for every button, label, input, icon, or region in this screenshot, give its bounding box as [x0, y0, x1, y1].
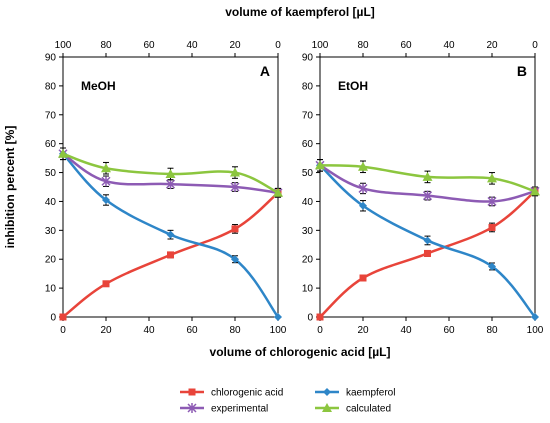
- data-point-experimental: [358, 183, 368, 194]
- data-point-experimental: [230, 182, 240, 192]
- data-point-calculated: [530, 186, 540, 196]
- data-point-kaempferol: [166, 230, 175, 239]
- top-tick-label: 40: [443, 40, 455, 51]
- data-point-experimental: [487, 196, 497, 207]
- x-tick-label: 40: [400, 325, 412, 336]
- plot-frame-A: [62, 56, 279, 318]
- y-tick-label: 0: [307, 313, 313, 324]
- top-axis-title: volume of kaempferol [µL]: [225, 5, 375, 19]
- y-tick-label: 50: [302, 168, 314, 179]
- legend-marker-experimental: [187, 403, 197, 413]
- y-tick-label: 10: [302, 284, 314, 295]
- y-tick-label: 60: [45, 139, 57, 150]
- top-tick-label: 60: [400, 40, 412, 51]
- data-point-kaempferol: [531, 313, 539, 321]
- data-point-chlorogenic-acid: [488, 223, 496, 231]
- data-point-calculated: [315, 160, 325, 170]
- y-tick-label: 40: [302, 197, 314, 208]
- y-tick-label: 40: [45, 197, 57, 208]
- legend-label-chlorogenic-acid: chlorogenic acid: [211, 388, 283, 399]
- y-tick-label: 80: [302, 81, 314, 92]
- x-tick-label: 100: [527, 325, 544, 336]
- x-tick-label: 0: [60, 325, 66, 336]
- y-tick-label: 0: [50, 313, 56, 324]
- data-point-chlorogenic-acid: [59, 313, 67, 321]
- data-point-calculated: [101, 163, 111, 173]
- plot-frame-B: [319, 56, 536, 318]
- y-tick-label: 70: [45, 110, 57, 121]
- data-point-calculated: [358, 161, 368, 171]
- top-tick-label: 80: [357, 40, 369, 51]
- data-point-calculated: [422, 171, 433, 181]
- data-point-kaempferol: [274, 313, 282, 321]
- legend-label-calculated: calculated: [346, 404, 391, 415]
- y-tick-label: 10: [45, 284, 57, 295]
- y-axis-title: inhibition percent [%]: [3, 126, 17, 249]
- data-point-calculated: [487, 173, 497, 183]
- solvent-label: EtOH: [338, 79, 368, 93]
- top-tick-label: 60: [143, 40, 155, 51]
- x-tick-label: 20: [357, 325, 369, 336]
- x-tick-label: 60: [186, 325, 198, 336]
- top-tick-label: 80: [100, 40, 112, 51]
- data-point-calculated: [165, 169, 176, 178]
- panel-letter: B: [517, 63, 527, 79]
- data-point-chlorogenic-acid: [316, 313, 324, 321]
- data-point-kaempferol: [359, 201, 367, 210]
- y-tick-label: 30: [45, 226, 57, 237]
- top-tick-label: 40: [186, 40, 198, 51]
- x-tick-label: 0: [317, 325, 323, 336]
- y-tick-label: 90: [302, 53, 314, 64]
- y-tick-label: 80: [45, 81, 57, 92]
- y-tick-label: 60: [302, 139, 314, 150]
- y-tick-label: 20: [302, 255, 314, 266]
- data-point-experimental: [165, 179, 176, 190]
- data-point-calculated: [273, 187, 283, 197]
- y-tick-label: 20: [45, 255, 57, 266]
- x-tick-label: 40: [143, 325, 155, 336]
- y-tick-label: 70: [302, 110, 314, 121]
- top-tick-label: 100: [312, 40, 329, 51]
- top-tick-label: 20: [486, 40, 498, 51]
- legend-label-kaempferol: kaempferol: [346, 388, 395, 399]
- top-tick-label: 20: [229, 40, 241, 51]
- data-point-chlorogenic-acid: [231, 225, 239, 233]
- data-point-experimental: [101, 176, 111, 187]
- data-point-calculated: [230, 167, 240, 177]
- data-point-kaempferol: [488, 262, 496, 271]
- y-tick-label: 90: [45, 53, 57, 64]
- data-point-calculated: [58, 148, 68, 158]
- x-tick-label: 60: [443, 325, 455, 336]
- x-axis-title: volume of chlorogenic acid [µL]: [210, 345, 391, 359]
- top-tick-label: 0: [275, 40, 281, 51]
- y-tick-label: 30: [302, 226, 314, 237]
- data-point-kaempferol: [231, 255, 239, 264]
- x-tick-label: 80: [486, 325, 498, 336]
- solvent-label: MeOH: [81, 79, 116, 93]
- legend-marker-kaempferol: [323, 388, 331, 396]
- x-tick-label: 20: [100, 325, 112, 336]
- top-tick-label: 0: [532, 40, 538, 51]
- data-point-chlorogenic-acid: [359, 274, 367, 282]
- legend-label-experimental: experimental: [211, 404, 268, 415]
- data-point-chlorogenic-acid: [424, 249, 431, 257]
- y-tick-label: 50: [45, 168, 57, 179]
- data-point-kaempferol: [423, 236, 432, 245]
- legend-marker-chlorogenic-acid: [188, 388, 196, 396]
- legend-marker-calculated: [322, 403, 332, 412]
- data-point-chlorogenic-acid: [102, 280, 110, 288]
- data-point-experimental: [422, 190, 433, 201]
- x-tick-label: 80: [229, 325, 241, 336]
- data-point-chlorogenic-acid: [167, 251, 174, 259]
- top-tick-label: 100: [55, 40, 72, 51]
- x-tick-label: 100: [270, 325, 287, 336]
- data-point-kaempferol: [102, 196, 110, 204]
- panel-letter: A: [260, 63, 270, 79]
